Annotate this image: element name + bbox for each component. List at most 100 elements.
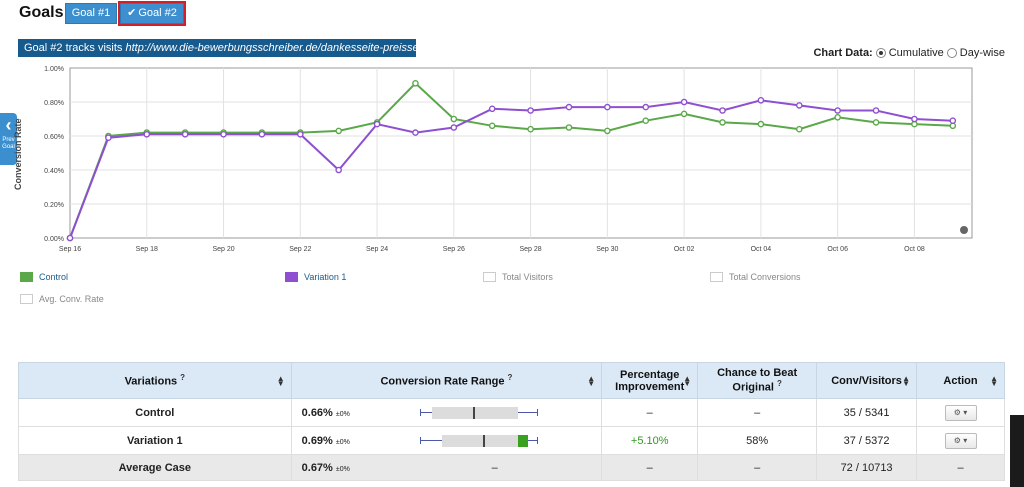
legend-item[interactable]: Variation 1 (285, 272, 346, 282)
header-variations[interactable]: Variations? ▲ ▼ (18, 362, 292, 399)
chart-settings-icon (960, 226, 968, 234)
help-icon[interactable]: ? (180, 373, 186, 383)
series-line-variation-1 (69, 99, 953, 239)
action-cell: ⚙ ▾ (916, 426, 1005, 455)
conversion-rate: 0.66% ±0% (301, 406, 350, 419)
data-point (795, 102, 803, 109)
data-point (680, 98, 688, 106)
check-icon: ✔ (127, 7, 137, 19)
header-improvement[interactable]: Percentage Improvement ▲ ▼ (601, 362, 699, 399)
range-placeholder: – (491, 461, 498, 474)
goals-label: Goals: (19, 4, 69, 21)
y-tick-label: 0.60% (44, 134, 64, 141)
sort-icon[interactable]: ▲ ▼ (683, 373, 692, 388)
radio-daywise[interactable] (946, 48, 957, 58)
daywise-label[interactable]: Day-wise (959, 47, 1005, 59)
data-point (680, 110, 688, 118)
data-point (642, 117, 650, 125)
data-point (872, 119, 880, 126)
track-url[interactable]: http://www.die-bewerbungsschreiber.de/da… (125, 42, 416, 54)
data-point (757, 97, 765, 104)
x-tick-label: Oct 04 (751, 246, 772, 253)
conv-visitors-value: 37 / 5372 (816, 426, 918, 455)
legend-label: Variation 1 (304, 272, 347, 282)
y-tick-label: 0.80% (44, 100, 64, 107)
y-tick-label: 1.00% (44, 66, 64, 73)
header-chance[interactable]: Chance to Beat Original? (697, 362, 818, 399)
data-point (911, 115, 918, 123)
conversion-range-cell: 0.69% ±0% (290, 426, 603, 455)
data-point (834, 107, 841, 114)
prev-goal-label: Prev Goal (2, 137, 15, 150)
average-name: Average Case (18, 454, 292, 481)
improvement-value: – (601, 398, 699, 427)
chart-data-toggle: Chart Data: Cumulative Day-wise (813, 47, 1005, 59)
radio-cumulative[interactable] (875, 48, 886, 58)
legend-swatch[interactable] (483, 272, 496, 282)
data-point (527, 107, 534, 114)
help-icon[interactable]: ? (507, 373, 513, 383)
data-point (719, 119, 726, 126)
legend-item[interactable]: Total Conversions (710, 272, 801, 282)
legend-item[interactable]: Total Visitors (483, 272, 553, 282)
header-conv-visitors[interactable]: Conv/Visitors ▲ ▼ (816, 362, 918, 399)
data-point (450, 124, 458, 131)
x-tick-label: Oct 02 (674, 246, 695, 253)
goal-1-button[interactable]: Goal #1 (65, 3, 117, 24)
help-icon[interactable]: ? (776, 379, 782, 389)
range-bar (419, 406, 538, 419)
data-point (258, 131, 266, 138)
conversion-rate: 0.67% ±0% (301, 461, 350, 474)
action-value: – (916, 454, 1005, 481)
legend-swatch[interactable] (20, 272, 33, 282)
data-point (220, 131, 227, 138)
goal-tracking-banner: Goal #2 tracks visits http://www.die-bew… (18, 39, 416, 57)
legend-swatch[interactable] (710, 272, 723, 282)
header-range[interactable]: Conversion Rate Range? ▲ ▼ (290, 362, 603, 399)
header-action[interactable]: Action ▲ ▼ (916, 362, 1005, 399)
sort-icon[interactable]: ▲ ▼ (990, 373, 998, 388)
scroll-edge (1010, 415, 1024, 487)
legend-swatch[interactable] (285, 272, 298, 282)
sort-icon[interactable]: ▲ ▼ (902, 373, 911, 388)
data-point (604, 103, 611, 111)
x-tick-label: Oct 06 (827, 246, 848, 253)
x-tick-label: Sep 22 (289, 246, 311, 253)
results-table: Variations? ▲ ▼ Conversion Rate Range? ▲ ▼… (18, 362, 1005, 481)
sort-icon[interactable]: ▲ ▼ (587, 373, 596, 388)
chance-value: 58% (697, 426, 818, 455)
data-point (373, 120, 381, 128)
legend-item[interactable]: Avg. Conv. Rate (20, 294, 104, 304)
plot-area (69, 67, 973, 239)
goal-2-button[interactable]: ✔ Goal #2 (118, 1, 186, 26)
data-point (642, 103, 650, 111)
data-point (335, 166, 342, 174)
track-prefix: Goal #2 tracks visits (24, 42, 123, 54)
prev-goal-tab[interactable]: ‹ Prev Goal (0, 113, 17, 165)
x-tick-label: Sep 26 (443, 246, 465, 253)
legend-label: Control (39, 272, 69, 282)
improvement-value: – (601, 454, 699, 481)
legend-item[interactable]: Control (20, 272, 68, 282)
x-tick-label: Oct 08 (904, 246, 925, 253)
legend-label: Avg. Conv. Rate (39, 294, 104, 304)
data-point (872, 107, 880, 114)
data-point (66, 234, 74, 242)
legend-swatch[interactable] (20, 294, 33, 304)
gear-dropdown-icon[interactable]: ⚙ ▾ (944, 432, 977, 449)
x-tick-label: Sep 28 (520, 246, 542, 253)
data-point (719, 107, 726, 114)
data-point (450, 115, 458, 123)
legend-label: Total Conversions (729, 272, 801, 282)
gear-dropdown-icon[interactable]: ⚙ ▾ (944, 404, 977, 421)
cumulative-label[interactable]: Cumulative (888, 47, 944, 59)
conversion-range-cell: 0.66% ±0% (290, 398, 603, 427)
sort-icon[interactable]: ▲ ▼ (276, 373, 285, 388)
data-point (949, 117, 957, 125)
y-tick-label: 0.20% (44, 202, 64, 209)
conversion-rate-chart: 0.00% 0.20% 0.40% 0.60% 0.80% 1.00% Sep 16 Sep … (44, 66, 973, 253)
series-line-control (69, 81, 953, 239)
data-point (412, 129, 419, 136)
x-tick-label: Sep 20 (212, 246, 234, 253)
chart-data-label: Chart Data: (813, 47, 873, 59)
